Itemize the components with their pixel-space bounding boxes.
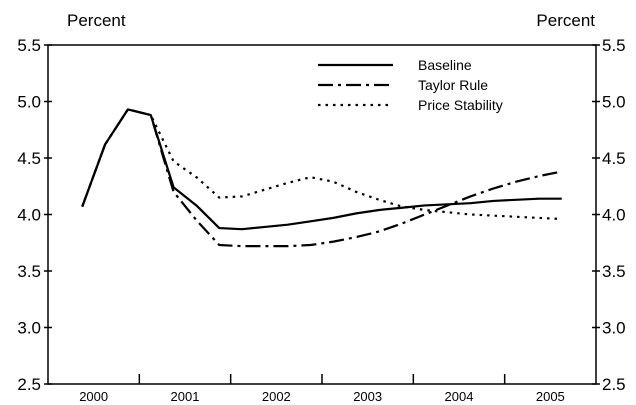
x-tick-label: 2004: [445, 389, 474, 404]
x-tick-label: 2003: [353, 389, 382, 404]
y-tick-label-left: 5.5: [17, 36, 41, 55]
x-tick-label: 2002: [262, 389, 291, 404]
legend-label-baseline: Baseline: [418, 57, 472, 73]
series-line-price-stability: [81, 108, 562, 221]
y-tick-label-right: 4.0: [602, 206, 626, 225]
right-axis-title: Percent: [536, 11, 595, 30]
y-tick-label-left: 4.5: [17, 149, 41, 168]
plot-frame: [47, 44, 597, 385]
series-line-baseline: [81, 108, 562, 231]
y-tick-label-right: 2.5: [602, 375, 626, 394]
legend-label-taylor-rule: Taylor Rule: [418, 77, 488, 93]
series-line-taylor-rule: [81, 108, 562, 248]
y-tick-label-right: 3.0: [602, 319, 626, 338]
legend-label-price-stability: Price Stability: [418, 97, 503, 113]
plot-axes: 2.5 2.5 3.0 3.0 3.5 3.5 4.0 4.0 4.5 4.5 5.0 5.0 5.5 5…: [17, 36, 625, 404]
left-axis-title: Percent: [67, 11, 126, 30]
y-tick-label-left: 4.0: [17, 206, 41, 225]
x-tick-label: 2000: [79, 389, 108, 404]
x-tick-label: 2001: [171, 389, 200, 404]
y-tick-label-right: 4.5: [602, 149, 626, 168]
y-tick-label-left: 3.0: [17, 319, 41, 338]
y-tick-label-left: 2.5: [17, 375, 41, 394]
y-tick-label-right: 3.5: [602, 262, 626, 281]
y-tick-label-right: 5.5: [602, 36, 626, 55]
legend: Baseline Taylor Rule Price Stability: [318, 57, 503, 113]
y-tick-label-left: 5.0: [17, 93, 41, 112]
y-tick-label-right: 5.0: [602, 93, 626, 112]
series-layer: [81, 108, 562, 248]
x-tick-label: 2005: [536, 389, 565, 404]
y-tick-label-left: 3.5: [17, 262, 41, 281]
